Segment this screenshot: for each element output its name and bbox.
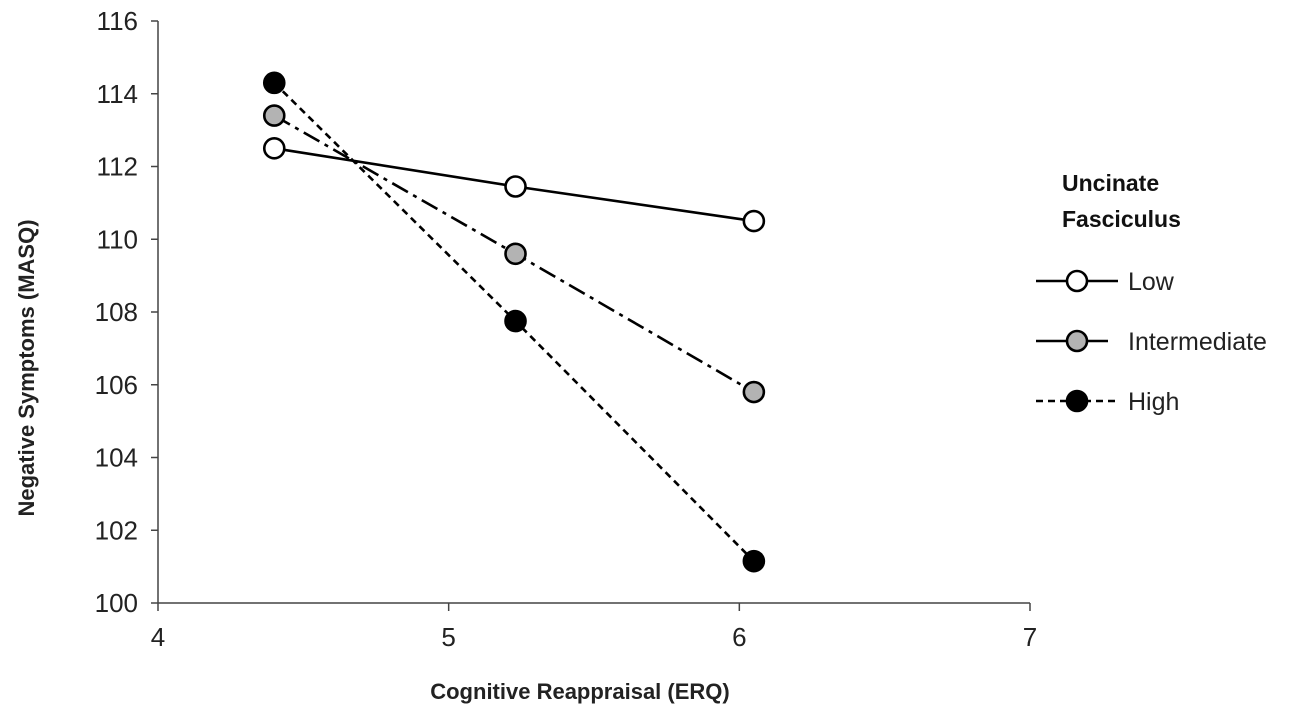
y-axis-title: Negative Symptoms (MASQ) — [14, 219, 39, 516]
data-point-intermediate — [504, 242, 527, 266]
legend-label-high: High — [1128, 388, 1179, 416]
data-point-low — [262, 137, 286, 160]
x-tick-label: 6 — [732, 622, 746, 652]
x-tick-label: 4 — [151, 622, 165, 652]
y-tick-label: 100 — [95, 588, 138, 618]
legend-swatch-marker-low — [1065, 269, 1089, 293]
data-point-low — [742, 209, 766, 233]
axes — [151, 20, 1031, 611]
legend-swatch-marker-intermediate — [1065, 329, 1089, 353]
x-tick-label: 5 — [441, 622, 455, 652]
series-markers — [262, 71, 766, 573]
y-tick-label: 112 — [97, 152, 138, 182]
tick-labels: 100 102 104 106 108 110 112 114 116 4 5 6 7 — [95, 6, 1038, 652]
y-tick-label: 114 — [97, 79, 138, 109]
y-tick-label: 110 — [97, 224, 138, 254]
legend-title-line-1: Uncinate — [1062, 170, 1159, 196]
data-point-high — [262, 71, 286, 95]
y-tick-label: 106 — [95, 370, 138, 400]
legend: Uncinate Fasciculus Low Intermediate High — [1036, 170, 1267, 416]
y-tick-label: 116 — [97, 6, 138, 36]
legend-swatch-marker-high — [1065, 389, 1089, 413]
data-point-low — [504, 175, 527, 198]
legend-title-line-2: Fasciculus — [1062, 206, 1181, 232]
y-tick-label: 102 — [95, 515, 138, 545]
y-tick-label: 108 — [95, 297, 138, 327]
x-tick-label: 7 — [1023, 622, 1037, 652]
legend-label-intermediate: Intermediate — [1128, 328, 1267, 356]
x-axis-title: Cognitive Reappraisal (ERQ) — [430, 679, 730, 704]
legend-label-low: Low — [1128, 268, 1175, 296]
data-point-high — [742, 549, 766, 573]
data-point-intermediate — [742, 380, 766, 404]
data-point-intermediate — [262, 104, 286, 127]
data-point-high — [504, 309, 527, 333]
y-tick-label: 104 — [95, 443, 138, 473]
